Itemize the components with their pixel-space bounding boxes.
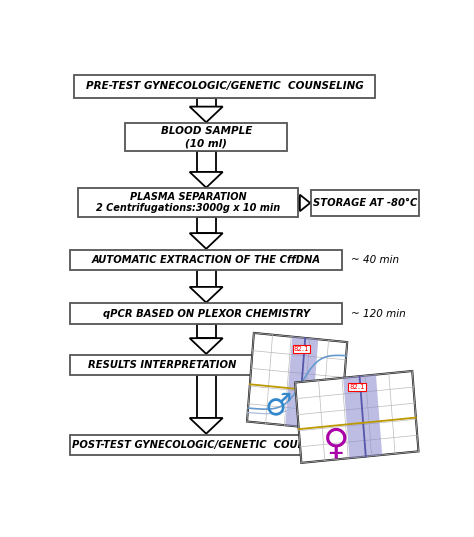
FancyBboxPatch shape bbox=[197, 151, 216, 172]
FancyBboxPatch shape bbox=[197, 270, 216, 287]
FancyBboxPatch shape bbox=[343, 375, 382, 458]
FancyBboxPatch shape bbox=[197, 98, 216, 107]
Text: POST-TEST GYNECOLOGIC/GENETIC  COUNSELING: POST-TEST GYNECOLOGIC/GENETIC COUNSELING bbox=[73, 440, 347, 450]
Polygon shape bbox=[190, 233, 223, 249]
Text: BLOOD SAMPLE
(10 ml): BLOOD SAMPLE (10 ml) bbox=[161, 126, 252, 148]
Polygon shape bbox=[190, 172, 223, 187]
Text: 82.1: 82.1 bbox=[349, 384, 365, 390]
Polygon shape bbox=[190, 107, 223, 122]
Text: qPCR BASED ON PLEXOR CHEMISTRY: qPCR BASED ON PLEXOR CHEMISTRY bbox=[103, 309, 310, 319]
FancyBboxPatch shape bbox=[70, 303, 342, 324]
FancyBboxPatch shape bbox=[197, 216, 216, 233]
FancyBboxPatch shape bbox=[298, 198, 300, 207]
FancyBboxPatch shape bbox=[311, 190, 419, 216]
FancyBboxPatch shape bbox=[74, 75, 375, 98]
Polygon shape bbox=[190, 418, 223, 434]
FancyBboxPatch shape bbox=[125, 123, 287, 151]
Text: ~ 120 min: ~ 120 min bbox=[351, 309, 406, 319]
Polygon shape bbox=[300, 195, 310, 211]
Polygon shape bbox=[190, 338, 223, 354]
Text: ~ 40 min: ~ 40 min bbox=[351, 255, 400, 265]
Text: AUTOMATIC EXTRACTION OF THE CffDNA: AUTOMATIC EXTRACTION OF THE CffDNA bbox=[91, 255, 321, 265]
Polygon shape bbox=[190, 287, 223, 303]
FancyBboxPatch shape bbox=[70, 434, 349, 455]
FancyBboxPatch shape bbox=[197, 375, 216, 418]
FancyBboxPatch shape bbox=[70, 355, 254, 375]
FancyBboxPatch shape bbox=[197, 324, 216, 338]
FancyBboxPatch shape bbox=[78, 188, 298, 216]
Text: RESULTS INTERPRETATION: RESULTS INTERPRETATION bbox=[88, 360, 237, 370]
Text: PLASMA SEPARATION
2 Centrifugations:3000g x 10 min: PLASMA SEPARATION 2 Centrifugations:3000… bbox=[96, 192, 280, 213]
Text: ♂: ♂ bbox=[264, 391, 292, 420]
Text: PRE-TEST GYNECOLOGIC/GENETIC  COUNSELING: PRE-TEST GYNECOLOGIC/GENETIC COUNSELING bbox=[86, 81, 364, 91]
Text: 82.1: 82.1 bbox=[294, 346, 310, 352]
FancyBboxPatch shape bbox=[70, 250, 342, 270]
Text: ♀: ♀ bbox=[323, 426, 350, 461]
FancyBboxPatch shape bbox=[295, 371, 419, 463]
FancyBboxPatch shape bbox=[285, 337, 318, 428]
FancyBboxPatch shape bbox=[247, 333, 347, 431]
Text: STORAGE AT -80°C: STORAGE AT -80°C bbox=[313, 198, 417, 208]
